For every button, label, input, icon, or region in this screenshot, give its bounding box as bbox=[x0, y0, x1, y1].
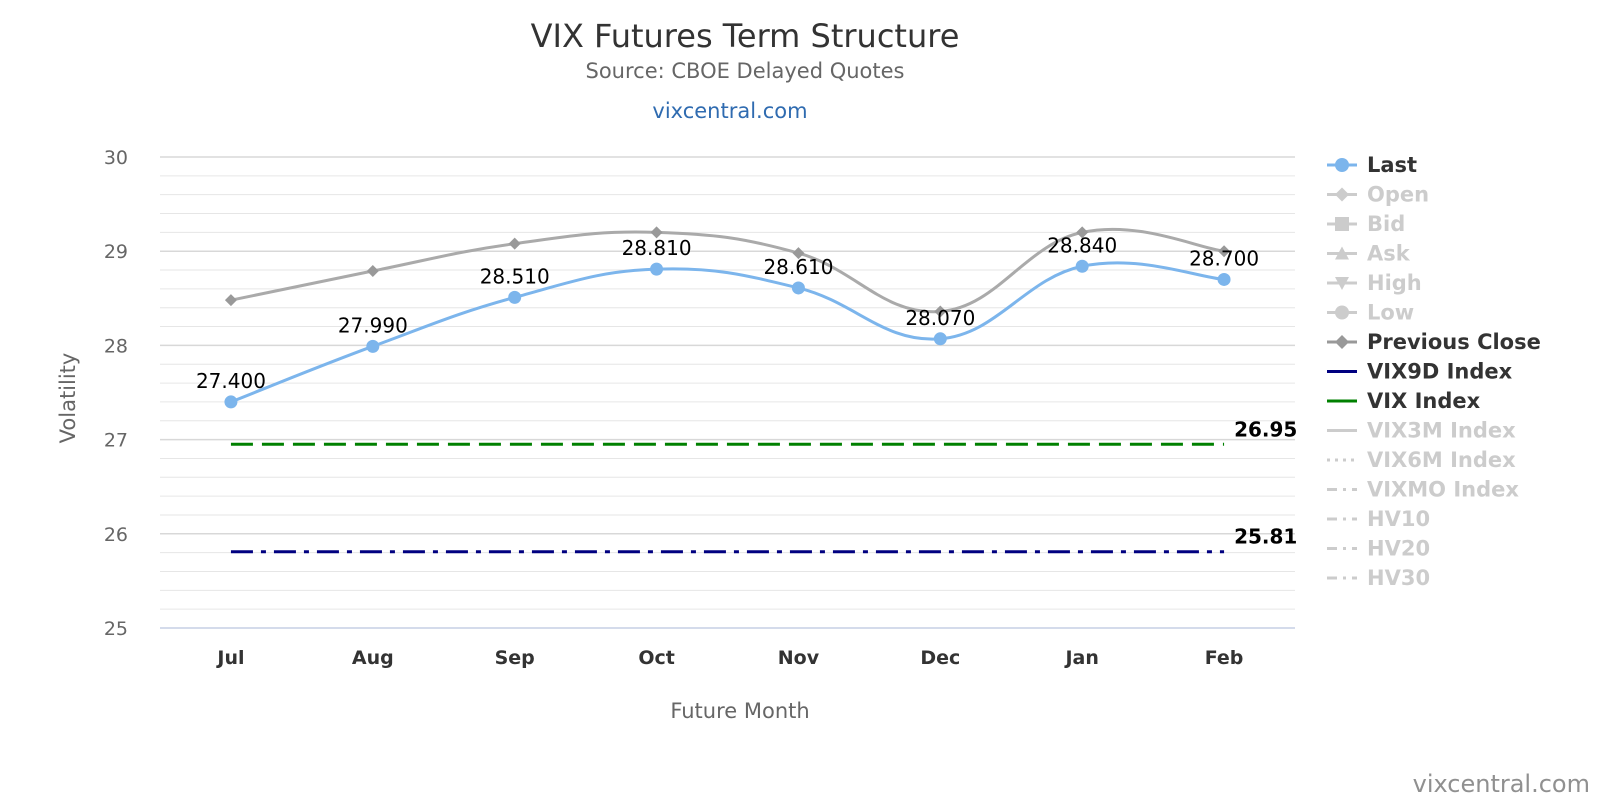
x-tick-label: Oct bbox=[638, 647, 675, 669]
x-tick-label: Sep bbox=[495, 647, 535, 669]
legend-marker bbox=[1335, 187, 1349, 202]
x-tick-label: Jan bbox=[1063, 647, 1098, 669]
legend-item[interactable]: HV10 bbox=[1327, 507, 1430, 531]
previous-close-point[interactable] bbox=[934, 305, 947, 318]
legend-item[interactable]: VIX6M Index bbox=[1327, 448, 1516, 472]
y-tick-label: 28 bbox=[104, 335, 128, 357]
previous-close-point[interactable] bbox=[224, 294, 237, 307]
legend-label: VIX3M Index bbox=[1367, 419, 1516, 443]
y-axis-title: Volatility bbox=[56, 353, 80, 444]
last-data-label: 28.510 bbox=[480, 264, 550, 288]
previous-close-point[interactable] bbox=[366, 264, 379, 277]
legend-item[interactable]: Bid bbox=[1327, 212, 1405, 236]
last-point[interactable] bbox=[1217, 272, 1231, 286]
vix9d-index-label: 25.81 bbox=[1234, 525, 1297, 549]
last-point[interactable] bbox=[224, 395, 238, 409]
previous-close-point[interactable] bbox=[1076, 226, 1089, 239]
legend-marker bbox=[1335, 217, 1349, 231]
legend-label: VIX Index bbox=[1367, 389, 1481, 413]
chart-title: VIX Futures Term Structure bbox=[531, 17, 960, 55]
previous-close-point[interactable] bbox=[1218, 245, 1231, 258]
last-point[interactable] bbox=[1075, 259, 1089, 273]
vix-index-label: 26.95 bbox=[1234, 417, 1297, 441]
vixcentral-link[interactable]: vixcentral.com bbox=[652, 99, 807, 123]
last-point[interactable] bbox=[366, 339, 380, 353]
legend-label: VIXMO Index bbox=[1367, 478, 1519, 502]
legend-item[interactable]: HV30 bbox=[1327, 566, 1430, 590]
last-line bbox=[230, 261, 1225, 404]
legend-marker bbox=[1335, 305, 1349, 320]
legend-label: Previous Close bbox=[1367, 330, 1541, 354]
legend-marker bbox=[1335, 246, 1349, 260]
legend-item[interactable]: High bbox=[1327, 271, 1422, 295]
previous-close-point[interactable] bbox=[650, 226, 663, 239]
last-point[interactable] bbox=[933, 332, 947, 346]
chart-credit[interactable]: vixcentral.com bbox=[1413, 770, 1590, 798]
last-data-label: 27.400 bbox=[196, 369, 266, 393]
x-tick-label: Jul bbox=[215, 647, 244, 669]
chart-subtitle: Source: CBOE Delayed Quotes bbox=[586, 59, 905, 83]
legend-marker bbox=[1335, 277, 1349, 290]
x-tick-label: Aug bbox=[352, 647, 394, 669]
last-data-label: 28.840 bbox=[1047, 233, 1117, 257]
legend-item[interactable]: Previous Close bbox=[1327, 330, 1541, 354]
legend-label: High bbox=[1367, 271, 1422, 295]
last-point[interactable] bbox=[791, 281, 805, 295]
y-tick-label: 27 bbox=[104, 430, 128, 452]
legend-label: Last bbox=[1367, 153, 1417, 177]
legend-item[interactable]: Low bbox=[1327, 301, 1414, 325]
series-layer: 26.95 25.81 27.400 27.990 28.510 28.810 28.610… bbox=[196, 226, 1297, 554]
previous-close-point[interactable] bbox=[792, 247, 805, 260]
legend-label: HV20 bbox=[1367, 537, 1430, 561]
legend-item[interactable]: VIX Index bbox=[1327, 389, 1481, 413]
legend-item[interactable]: Open bbox=[1327, 183, 1429, 207]
legend-label: VIX9D Index bbox=[1367, 360, 1513, 384]
y-tick-label: 30 bbox=[104, 147, 128, 169]
legend-item[interactable]: HV20 bbox=[1327, 537, 1430, 561]
y-tick-label: 26 bbox=[104, 524, 128, 546]
last-data-label: 28.070 bbox=[905, 306, 975, 330]
y-tick-label: 29 bbox=[104, 241, 128, 263]
legend-marker bbox=[1335, 158, 1349, 172]
legend-item[interactable]: VIX9D Index bbox=[1327, 360, 1513, 384]
legend-marker bbox=[1335, 335, 1349, 349]
last-data-label: 27.990 bbox=[338, 313, 408, 337]
x-tick-label: Feb bbox=[1205, 647, 1244, 669]
legend-item[interactable]: Ask bbox=[1327, 242, 1411, 266]
previous-close-point[interactable] bbox=[508, 237, 521, 250]
legend-label: Low bbox=[1367, 301, 1414, 325]
last-data-label: 28.610 bbox=[763, 255, 833, 279]
last-data-label: 28.700 bbox=[1189, 246, 1259, 270]
x-axis-title: Future Month bbox=[670, 699, 809, 723]
legend-item[interactable]: VIXMO Index bbox=[1327, 478, 1519, 502]
y-axis-ticks: 25 26 27 28 29 30 bbox=[104, 147, 128, 640]
grid-lines bbox=[160, 156, 1295, 629]
legend-label: HV30 bbox=[1367, 566, 1430, 590]
last-point[interactable] bbox=[650, 262, 664, 276]
x-axis-ticks: Jul Aug Sep Oct Nov Dec Jan Feb bbox=[215, 647, 1243, 669]
legend-label: Ask bbox=[1367, 242, 1411, 266]
legend-label: Bid bbox=[1367, 212, 1405, 236]
last-data-label: 28.810 bbox=[622, 236, 692, 260]
y-tick-label: 25 bbox=[104, 618, 128, 640]
legend-item[interactable]: Last bbox=[1327, 153, 1417, 177]
legend: Last Open Bid Ask High Low Previous Close VIX9D… bbox=[1327, 153, 1541, 590]
previous-close-line bbox=[230, 227, 1225, 314]
x-tick-label: Dec bbox=[920, 647, 960, 669]
legend-item[interactable]: VIX3M Index bbox=[1327, 419, 1516, 443]
legend-label: HV10 bbox=[1367, 507, 1430, 531]
last-point[interactable] bbox=[508, 290, 522, 304]
x-tick-label: Nov bbox=[778, 647, 820, 669]
legend-label: VIX6M Index bbox=[1367, 448, 1516, 472]
legend-label: Open bbox=[1367, 183, 1429, 207]
